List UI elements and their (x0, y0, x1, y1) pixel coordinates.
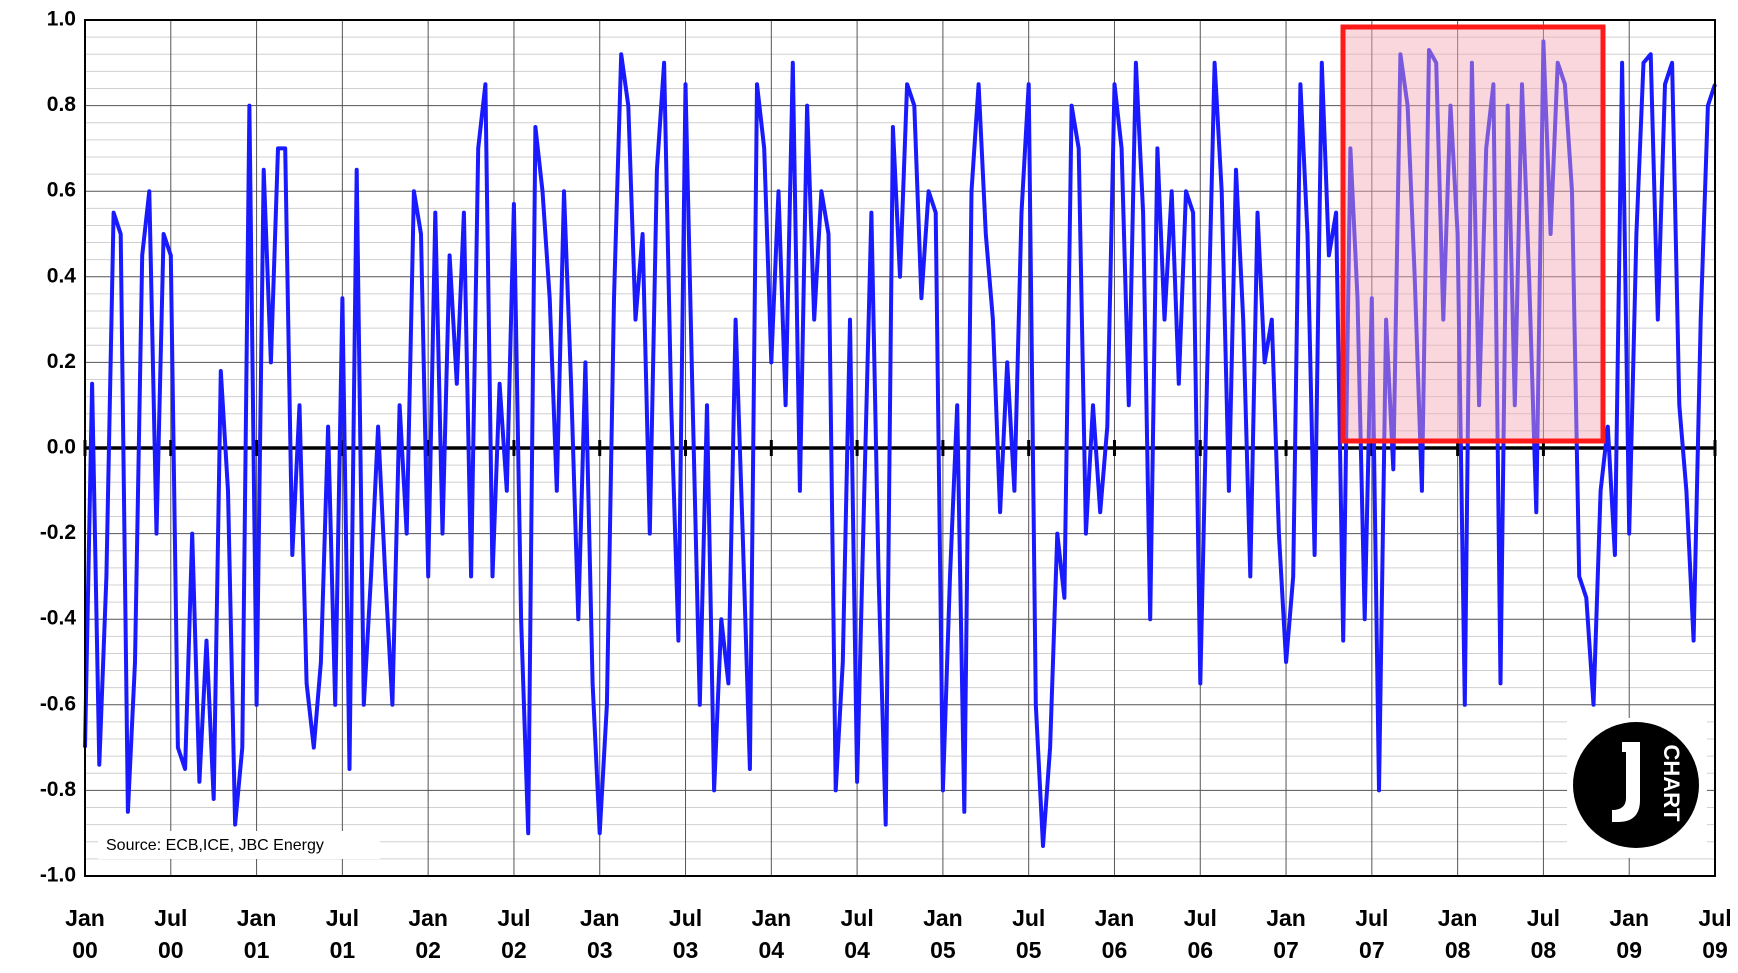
y-tick-label: 0.8 (47, 93, 77, 116)
x-tick-label: Jan 08 (1438, 905, 1478, 963)
x-tick-label: Jul 04 (840, 905, 873, 963)
x-tick-label: Jan 06 (1095, 905, 1135, 963)
highlight-box (1340, 24, 1606, 444)
y-tick-label: 0.2 (47, 350, 76, 373)
x-tick-label: Jul 08 (1527, 905, 1560, 963)
x-tick-label: Jul 09 (1698, 905, 1731, 963)
annotation: Source: ECB,ICE, JBC Energy (106, 837, 324, 854)
x-tick-label: Jul 02 (497, 905, 530, 963)
x-tick-label: Jul 05 (1012, 905, 1045, 963)
y-tick-label: 0.6 (47, 179, 76, 202)
y-tick-label: 0.4 (47, 264, 77, 287)
x-tick-label: Jan 04 (751, 905, 791, 963)
y-tick-label: -1.0 (40, 864, 76, 887)
data-line (83, 39, 1717, 848)
x-tick-label: Jul 01 (326, 905, 359, 963)
y-tick-label: -0.2 (40, 521, 76, 544)
x-tick-label: Jan 07 (1266, 905, 1306, 963)
x-tick-label: Jan 02 (408, 905, 448, 963)
logo-text: CHART (1659, 745, 1684, 823)
logo-letter (1612, 742, 1640, 822)
y-tick-label: -0.8 (40, 778, 77, 801)
x-tick-label: Jan 09 (1609, 905, 1649, 963)
x-tick-label: Jul 07 (1355, 905, 1388, 963)
x-tick-label: Jul 00 (154, 905, 187, 963)
x-tick-label: Jan 01 (237, 905, 277, 963)
annotation-box (98, 831, 380, 859)
x-tick-label: Jan 00 (65, 905, 105, 963)
x-tick-label: Jan 05 (923, 905, 963, 963)
plot-border (84, 19, 1716, 877)
x-tick-label: Jul 06 (1184, 905, 1217, 963)
x-tick-label: Jul 03 (669, 905, 702, 963)
y-tick-label: -0.6 (40, 692, 76, 715)
y-tick-label: 0.0 (47, 436, 76, 459)
x-tick-label: Jan 03 (580, 905, 620, 963)
y-tick-label: 1.0 (47, 8, 76, 31)
y-tick-label: -0.4 (40, 607, 77, 630)
